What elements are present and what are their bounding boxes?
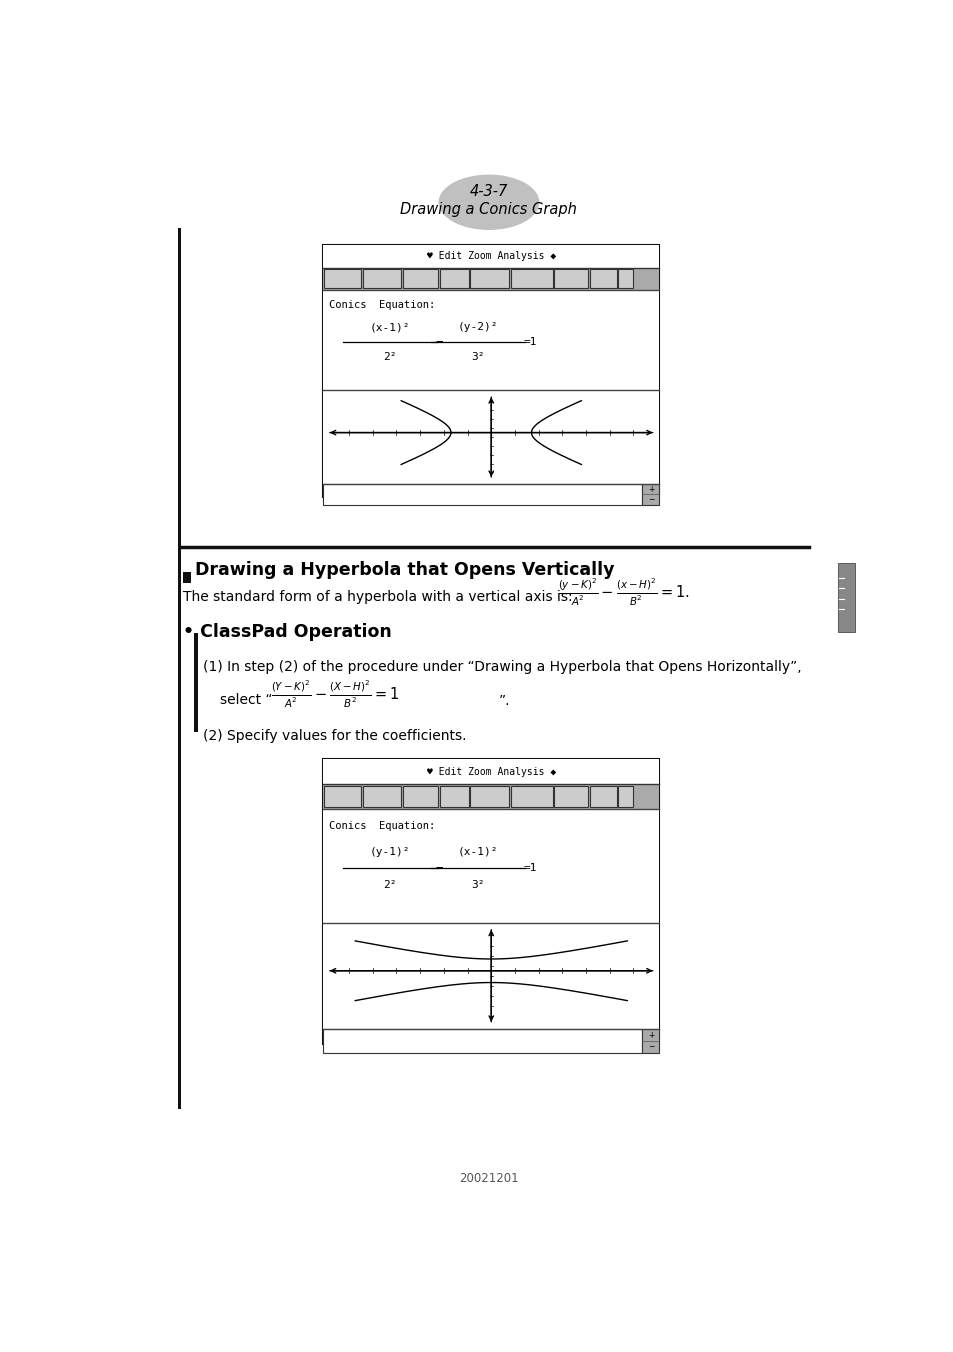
Text: (y-1)²: (y-1)² xyxy=(370,846,410,857)
Text: +: + xyxy=(647,485,654,493)
Text: ♥ Edit Zoom Analysis ◆: ♥ Edit Zoom Analysis ◆ xyxy=(426,767,556,776)
Text: −: − xyxy=(647,495,654,504)
Text: $\frac{(y - K)^2}{A^2} - \frac{(x - H)^2}{B^2} = 1.$: $\frac{(y - K)^2}{A^2} - \frac{(x - H)^2… xyxy=(558,576,689,607)
Bar xyxy=(183,572,192,583)
Bar xyxy=(470,786,509,807)
Bar xyxy=(323,1029,641,1053)
Bar xyxy=(402,269,437,288)
Bar xyxy=(838,562,855,631)
Text: Conics  Equation:: Conics Equation: xyxy=(329,821,436,831)
Text: 3²: 3² xyxy=(471,880,484,890)
Bar xyxy=(554,269,587,288)
Bar xyxy=(323,268,659,289)
Bar xyxy=(589,786,616,807)
Bar xyxy=(510,786,552,807)
Bar xyxy=(641,484,659,506)
Bar xyxy=(618,786,633,807)
Text: −: − xyxy=(435,861,442,875)
Bar xyxy=(554,786,587,807)
Bar xyxy=(194,634,197,731)
Bar xyxy=(323,808,659,923)
Text: select “: select “ xyxy=(220,692,273,707)
Bar xyxy=(439,786,468,807)
Bar xyxy=(641,1029,659,1053)
Bar xyxy=(323,289,659,391)
Bar xyxy=(618,269,633,288)
Text: 2²: 2² xyxy=(383,880,396,890)
Text: −: − xyxy=(435,335,442,349)
Text: (x-1)²: (x-1)² xyxy=(457,846,497,857)
Bar xyxy=(323,484,641,506)
Text: 20021201: 20021201 xyxy=(458,1172,518,1186)
Text: (x-1)²: (x-1)² xyxy=(370,322,410,333)
Text: Conics  Equation:: Conics Equation: xyxy=(329,300,436,310)
Text: The standard form of a hyperbola with a vertical axis is:: The standard form of a hyperbola with a … xyxy=(183,591,572,604)
Bar xyxy=(323,786,360,807)
Text: (2) Specify values for the coefficients.: (2) Specify values for the coefficients. xyxy=(203,729,466,742)
Text: $\frac{(Y - K)^2}{A^2} - \frac{(X - H)^2}{B^2} = 1$: $\frac{(Y - K)^2}{A^2} - \frac{(X - H)^2… xyxy=(271,679,399,710)
Bar xyxy=(439,269,468,288)
Bar xyxy=(362,786,401,807)
Bar xyxy=(323,758,659,784)
Text: 3²: 3² xyxy=(471,352,484,362)
Bar xyxy=(323,246,659,268)
Text: ”.: ”. xyxy=(498,694,510,708)
Text: (y-2)²: (y-2)² xyxy=(457,322,497,333)
Bar xyxy=(362,269,401,288)
Text: =1: =1 xyxy=(522,864,537,873)
Ellipse shape xyxy=(438,174,538,230)
Bar xyxy=(470,269,509,288)
Bar xyxy=(323,269,360,288)
Text: Drawing a Conics Graph: Drawing a Conics Graph xyxy=(400,203,577,218)
Text: +: + xyxy=(647,1030,654,1040)
Text: 2²: 2² xyxy=(383,352,396,362)
Bar xyxy=(323,923,659,1029)
Bar xyxy=(323,246,659,498)
Text: 4-3-7: 4-3-7 xyxy=(469,184,508,199)
Bar xyxy=(323,784,659,808)
Bar xyxy=(589,269,616,288)
Bar xyxy=(510,269,552,288)
Text: Drawing a Hyperbola that Opens Vertically: Drawing a Hyperbola that Opens Verticall… xyxy=(195,561,614,580)
Bar xyxy=(323,391,659,484)
Text: −: − xyxy=(647,1041,654,1051)
Text: • ClassPad Operation: • ClassPad Operation xyxy=(183,623,391,641)
Text: (1) In step (2) of the procedure under “Drawing a Hyperbola that Opens Horizonta: (1) In step (2) of the procedure under “… xyxy=(203,660,801,673)
Text: =1: =1 xyxy=(522,337,537,347)
Text: ♥ Edit Zoom Analysis ◆: ♥ Edit Zoom Analysis ◆ xyxy=(426,251,556,261)
Bar xyxy=(402,786,437,807)
Bar xyxy=(178,227,181,1110)
Bar xyxy=(323,758,659,1044)
